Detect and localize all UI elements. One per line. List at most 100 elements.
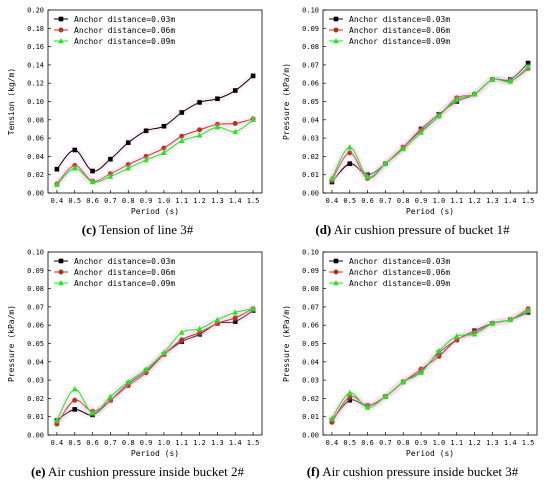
data-point (471, 331, 478, 337)
x-tick-label: 0.8 (397, 439, 410, 447)
legend-marker (333, 38, 339, 44)
data-point (214, 316, 221, 322)
data-point (143, 157, 149, 163)
data-point (179, 110, 185, 115)
legend-label: Anchor distance=0.03m (349, 257, 450, 266)
legend-label: Anchor distance=0.06m (74, 268, 175, 277)
data-point (161, 149, 167, 155)
data-point (418, 366, 424, 372)
y-tick-label: 0.05 (27, 340, 44, 348)
y-tick-label: 0.02 (302, 153, 319, 161)
legend-label: Anchor distance=0.06m (349, 26, 450, 35)
data-point (232, 315, 238, 321)
data-point (232, 128, 239, 134)
y-axis-label: Pressure (kPa/m) (282, 305, 291, 382)
legend-marker (333, 269, 339, 275)
legend-label: Anchor distance=0.09m (349, 37, 450, 46)
chart-panel-f: 0.00 0.01 0.02 0.03 0.04 0.05 0.06 0.07 0.08 0.09… (275, 242, 550, 484)
x-tick-label: 0.4 (326, 439, 339, 447)
y-tick-label: 0.08 (27, 285, 44, 293)
data-point (214, 320, 220, 326)
y-tick-label: 0.00 (27, 190, 44, 198)
y-tick-label: 0.00 (302, 432, 319, 440)
data-point (347, 394, 353, 400)
x-tick-label: 0.6 (86, 197, 99, 205)
y-tick-label: 0.05 (302, 98, 319, 106)
data-point (232, 88, 238, 93)
x-tick-label: 1.0 (158, 197, 171, 205)
y-tick-label: 0.05 (302, 340, 319, 348)
y-tick-label: 0.08 (27, 116, 44, 124)
data-point (400, 146, 407, 152)
y-tick-label: 0.03 (302, 135, 319, 143)
series-3 (328, 307, 532, 423)
data-point (125, 140, 131, 145)
x-axis-label: Period (s) (406, 449, 454, 458)
x-tick-label: 0.4 (51, 439, 64, 447)
y-tick-label: 0.07 (302, 303, 319, 311)
data-point (178, 329, 185, 335)
legend-marker (333, 280, 339, 286)
data-point (161, 349, 167, 355)
y-tick-label: 0.06 (302, 322, 319, 330)
x-tick-label: 0.7 (379, 439, 392, 447)
data-point (107, 393, 114, 399)
y-tick-label: 0.00 (302, 190, 319, 198)
chart-d: 0.00 0.01 0.02 0.03 0.04 0.05 0.06 0.07 0.08 0.09… (282, 7, 538, 216)
y-tick-label: 0.10 (302, 249, 319, 257)
y-tick-label: 0.02 (27, 395, 44, 403)
x-tick-label: 0.5 (68, 439, 81, 447)
x-axis-label: Period (s) (406, 207, 454, 216)
x-tick-label: 1.4 (229, 197, 242, 205)
series-line (56, 308, 254, 421)
data-point (232, 120, 238, 126)
data-point (489, 76, 496, 82)
series-3 (53, 305, 257, 424)
data-point (215, 96, 220, 102)
data-point (364, 404, 371, 410)
legend-marker (58, 280, 64, 286)
x-tick-label: 1.1 (175, 439, 188, 447)
y-tick-label: 0.10 (27, 98, 44, 106)
legend-marker (58, 258, 64, 264)
data-point (525, 60, 531, 66)
x-tick-label: 0.4 (326, 197, 339, 205)
legend-marker (58, 269, 64, 275)
y-tick-label: 0.14 (27, 61, 44, 69)
data-point (454, 337, 460, 343)
x-tick-label: 0.5 (343, 197, 356, 205)
y-tick-label: 0.04 (302, 116, 319, 124)
data-point (232, 309, 239, 315)
data-point (453, 333, 460, 339)
data-point (214, 124, 221, 130)
data-point (143, 366, 149, 372)
data-point (71, 386, 78, 392)
data-point (347, 161, 353, 167)
legend-marker (58, 16, 64, 22)
series-highlight-band (328, 63, 532, 182)
y-tick-label: 0.12 (27, 80, 44, 88)
y-axis-label: Pressure (kPa/m) (7, 305, 16, 382)
x-tick-label: 1.3 (211, 197, 224, 205)
data-point (418, 129, 424, 135)
data-point (143, 128, 149, 134)
data-point (143, 370, 149, 376)
data-point (471, 91, 478, 97)
x-tick-label: 1.5 (522, 439, 535, 447)
x-tick-label: 1.0 (158, 439, 171, 447)
legend-marker (58, 38, 64, 44)
legend-label: Anchor distance=0.09m (74, 37, 175, 46)
data-point (250, 116, 256, 122)
x-tick-label: 0.9 (140, 197, 153, 205)
x-tick-label: 1.1 (450, 197, 463, 205)
data-point (329, 175, 335, 181)
y-tick-label: 0.07 (302, 61, 319, 69)
chart-panel-d: 0.00 0.01 0.02 0.03 0.04 0.05 0.06 0.07 0.08 0.09… (275, 0, 550, 242)
data-point (178, 137, 185, 144)
chart-caption-e: (e) Air cushion pressure inside bucket 2… (30, 464, 245, 479)
y-axis-label: Pressure (kPa/m) (282, 63, 291, 140)
x-tick-label: 0.6 (86, 439, 99, 447)
series-3 (53, 116, 257, 189)
data-point (125, 162, 131, 168)
series-line (331, 310, 529, 419)
